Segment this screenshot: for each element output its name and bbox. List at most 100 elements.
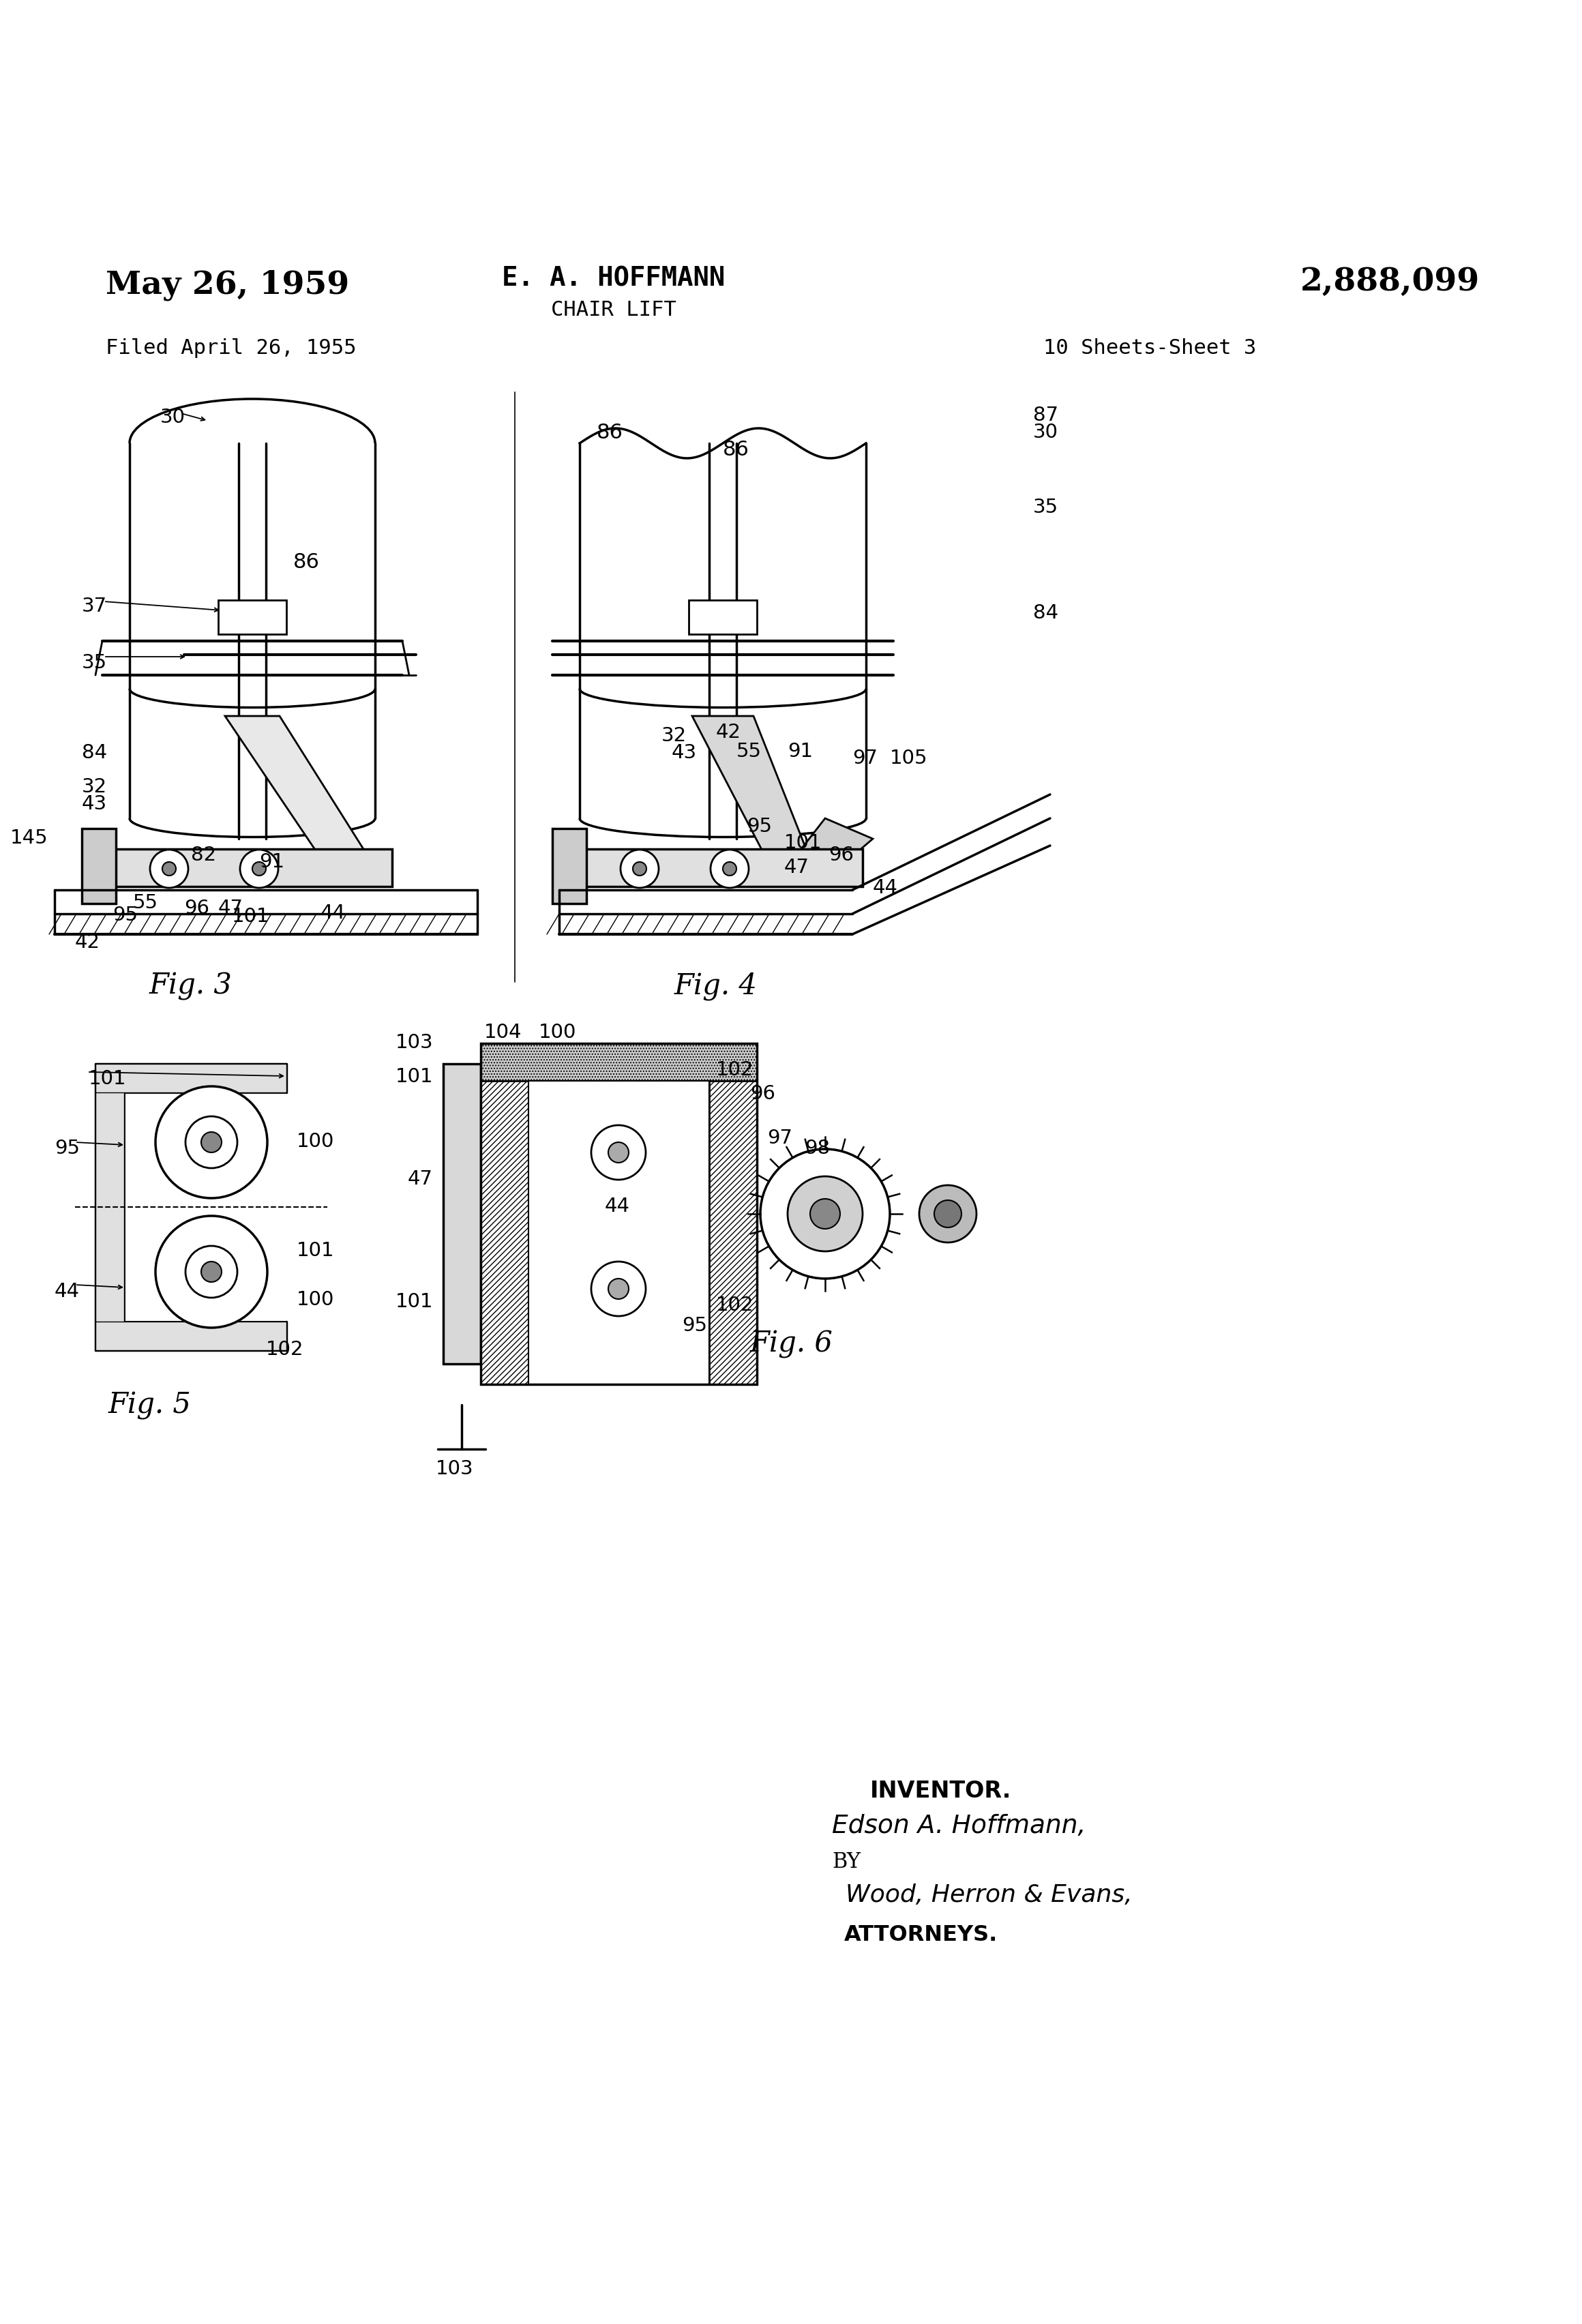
Text: 44: 44: [604, 1197, 630, 1215]
Text: 96: 96: [829, 846, 854, 865]
Text: 101: 101: [89, 1069, 127, 1088]
Text: 100: 100: [297, 1132, 334, 1150]
Text: 101: 101: [297, 1241, 334, 1260]
Text: 37: 37: [82, 597, 108, 616]
Circle shape: [150, 851, 188, 888]
Circle shape: [788, 1176, 862, 1250]
Text: 86: 86: [293, 553, 320, 572]
Text: Edson A. Hoffmann,: Edson A. Hoffmann,: [832, 1815, 1085, 1838]
Text: INVENTOR.: INVENTOR.: [870, 1780, 1012, 1803]
Circle shape: [607, 1141, 628, 1162]
Text: 32: 32: [82, 779, 108, 797]
Text: 145: 145: [9, 830, 47, 848]
Text: Filed April 26, 1955: Filed April 26, 1955: [106, 339, 356, 358]
Text: 55: 55: [737, 741, 761, 760]
Text: 47: 47: [218, 899, 244, 918]
Circle shape: [592, 1125, 645, 1181]
Circle shape: [155, 1215, 267, 1327]
Text: 32: 32: [661, 725, 687, 746]
Text: 2,888,099: 2,888,099: [1300, 265, 1479, 297]
Text: 105: 105: [889, 748, 927, 767]
Text: 42: 42: [74, 932, 100, 953]
Polygon shape: [693, 716, 818, 881]
Circle shape: [185, 1116, 237, 1169]
Bar: [481, 1043, 756, 1385]
Text: 101: 101: [233, 906, 271, 925]
Circle shape: [185, 1246, 237, 1297]
Text: 44: 44: [321, 904, 346, 923]
Bar: [688, 600, 756, 634]
Circle shape: [163, 862, 176, 876]
Text: 102: 102: [717, 1297, 755, 1315]
Text: 103: 103: [395, 1034, 433, 1053]
Text: 91: 91: [788, 741, 813, 760]
Text: 101: 101: [395, 1292, 433, 1311]
Circle shape: [607, 1278, 628, 1299]
Circle shape: [723, 862, 737, 876]
Text: 95: 95: [747, 818, 772, 837]
Text: 95: 95: [682, 1315, 707, 1336]
Text: 97: 97: [853, 748, 878, 767]
Text: 82: 82: [191, 846, 217, 865]
Text: 86: 86: [596, 423, 623, 442]
Text: 100: 100: [539, 1023, 576, 1041]
Polygon shape: [95, 1064, 123, 1350]
Text: 96: 96: [750, 1085, 775, 1104]
Text: 96: 96: [184, 899, 209, 918]
Text: 35: 35: [82, 653, 108, 672]
Text: 44: 44: [873, 878, 899, 897]
Polygon shape: [225, 716, 378, 874]
Polygon shape: [777, 818, 873, 881]
Circle shape: [240, 851, 278, 888]
Text: 98: 98: [805, 1139, 831, 1157]
Text: Fig. 6: Fig. 6: [750, 1329, 834, 1360]
Text: 43: 43: [672, 744, 698, 762]
Circle shape: [810, 1199, 840, 1229]
Text: 101: 101: [785, 834, 823, 853]
Polygon shape: [95, 1064, 286, 1092]
Text: Fig. 5: Fig. 5: [109, 1392, 191, 1420]
Circle shape: [201, 1132, 221, 1153]
Bar: [584, 848, 862, 885]
Text: 95: 95: [54, 1139, 79, 1157]
Circle shape: [201, 1262, 221, 1283]
Text: 97: 97: [767, 1129, 793, 1148]
Bar: [528, 1081, 709, 1385]
Bar: [112, 848, 392, 885]
Text: BY: BY: [832, 1852, 861, 1873]
Text: 42: 42: [717, 723, 742, 741]
Text: 101: 101: [395, 1067, 433, 1085]
Text: May 26, 1959: May 26, 1959: [106, 270, 350, 300]
Text: 35: 35: [1033, 497, 1058, 516]
Text: 43: 43: [82, 795, 108, 813]
Text: 104: 104: [484, 1023, 522, 1041]
Circle shape: [935, 1199, 962, 1227]
Circle shape: [919, 1185, 976, 1243]
Bar: [218, 600, 286, 634]
Text: 55: 55: [133, 892, 158, 913]
Text: 44: 44: [54, 1283, 79, 1301]
Text: Fig. 3: Fig. 3: [149, 971, 233, 999]
Text: ATTORNEYS.: ATTORNEYS.: [843, 1924, 997, 1945]
Circle shape: [633, 862, 647, 876]
Bar: [552, 830, 587, 904]
Text: CHAIR LIFT: CHAIR LIFT: [551, 300, 677, 321]
Text: 86: 86: [723, 439, 750, 460]
Text: 87: 87: [1033, 407, 1058, 425]
Text: 30: 30: [160, 407, 185, 428]
Text: 30: 30: [1033, 423, 1058, 442]
Text: 95: 95: [112, 906, 138, 925]
Text: 47: 47: [785, 858, 810, 876]
Circle shape: [620, 851, 658, 888]
Text: Fig. 4: Fig. 4: [674, 971, 758, 999]
Polygon shape: [709, 1043, 756, 1385]
Polygon shape: [95, 1322, 286, 1350]
Polygon shape: [481, 1043, 756, 1081]
Text: 100: 100: [297, 1290, 334, 1308]
Circle shape: [592, 1262, 645, 1315]
Text: Wood, Herron & Evans,: Wood, Herron & Evans,: [845, 1882, 1133, 1906]
Text: 102: 102: [717, 1060, 755, 1078]
Circle shape: [710, 851, 748, 888]
Text: 102: 102: [266, 1341, 304, 1360]
Text: 84: 84: [1033, 604, 1058, 623]
